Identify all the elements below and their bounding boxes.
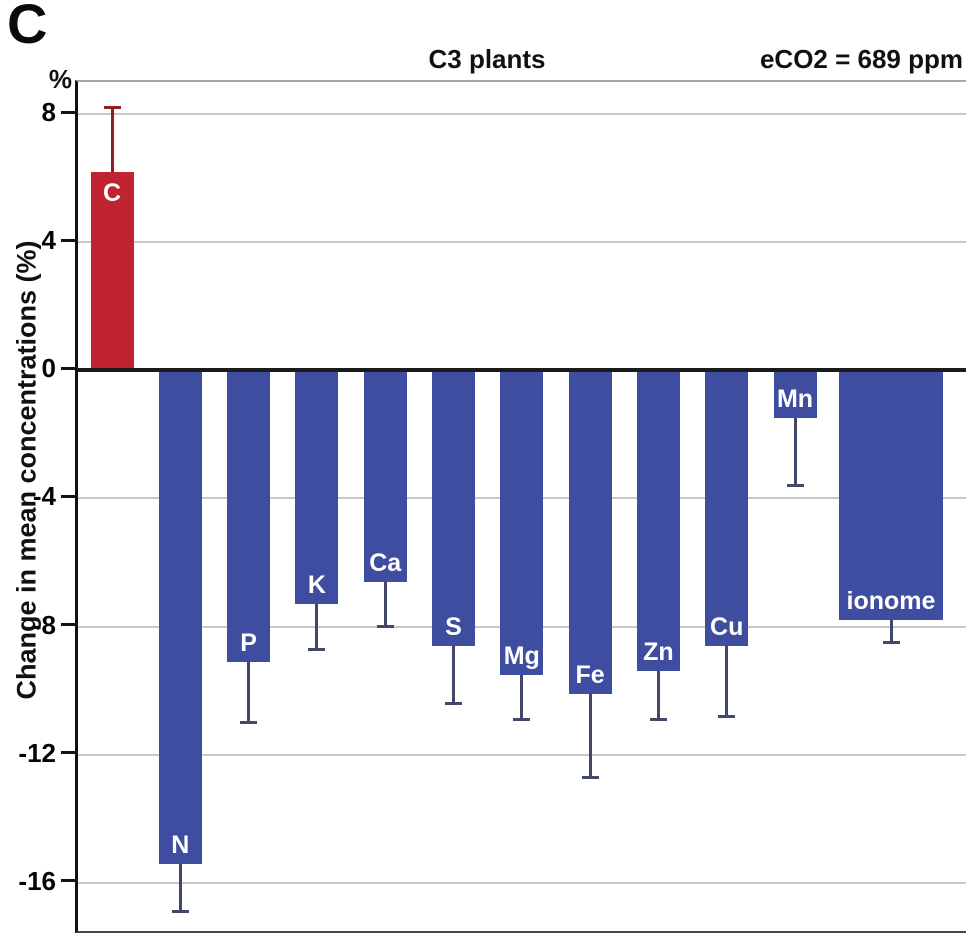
y-tick-8 [61, 110, 75, 114]
bar-Fe: Fe [568, 370, 612, 694]
error-cap-K [308, 647, 326, 651]
error-cap-ionome [882, 641, 900, 645]
bar-label-N: N [171, 830, 190, 859]
y-tick-label--4: -4 [32, 481, 56, 512]
plot-area: C N P K Ca S Mg Fe Zn Cu Mn ionome [75, 80, 966, 933]
zero-baseline [78, 368, 966, 373]
y-tick-4 [61, 238, 75, 242]
error-bar-ionome [889, 620, 893, 643]
error-bar-Mn [793, 418, 797, 486]
error-cap-S [445, 702, 462, 706]
y-tick-label--16: -16 [18, 865, 56, 896]
bar-label-P: P [240, 628, 257, 657]
bar-label-Mg: Mg [503, 641, 540, 670]
bar-Mg: Mg [500, 370, 544, 675]
gridline-8 [78, 113, 966, 116]
error-cap-Fe [581, 775, 599, 779]
error-cap-Mn [786, 484, 804, 488]
y-tick-label--8: -8 [32, 609, 56, 640]
bar-N: N [158, 370, 202, 864]
y-tick-label--12: -12 [18, 737, 56, 768]
bar-label-K: K [307, 571, 326, 600]
bar-Mn: Mn [773, 370, 817, 419]
bar-label-Mn: Mn [776, 385, 814, 414]
error-cap-Zn [649, 718, 667, 722]
error-cap-Cu [718, 714, 736, 718]
error-bar-C [110, 107, 114, 172]
y-tick--12 [61, 751, 75, 755]
bar-K: K [295, 370, 339, 605]
y-tick-label-0: 0 [41, 353, 56, 384]
error-bar-K [315, 604, 319, 650]
eco2-annotation: eCO2 = 689 ppm [759, 44, 963, 74]
error-cap-P [240, 721, 258, 725]
bar-label-C: C [102, 178, 122, 207]
error-bar-Cu [725, 645, 729, 717]
error-cap-Ca [376, 625, 394, 629]
y-tick-label-8: 8 [41, 97, 56, 128]
error-bar-N [178, 863, 182, 912]
bar-label-Ca: Ca [369, 548, 402, 577]
bar-label-Fe: Fe [575, 660, 605, 689]
panel-label: C [7, 0, 48, 55]
bar-ionome: ionome [839, 370, 943, 621]
bar-S: S [432, 370, 475, 646]
bar-Ca: Ca [363, 370, 407, 582]
bar-Cu: Cu [705, 370, 749, 646]
y-tick--16 [61, 879, 75, 883]
y-tick-0 [61, 366, 75, 370]
error-cap-Mg [513, 718, 531, 722]
error-bar-Fe [588, 693, 592, 778]
error-bar-Mg [520, 674, 524, 720]
bar-Zn: Zn [636, 370, 680, 672]
bar-P: P [227, 370, 271, 662]
gridline--16 [78, 881, 966, 884]
y-tick--4 [61, 494, 75, 498]
y-tick--8 [61, 623, 75, 627]
bar-label-Zn: Zn [643, 638, 674, 667]
error-bar-Zn [656, 671, 660, 720]
bar-label-ionome: ionome [846, 587, 936, 616]
bar-label-S: S [445, 612, 462, 641]
error-bar-Ca [383, 581, 387, 627]
bar-label-Cu: Cu [710, 612, 744, 641]
error-cap-C [103, 106, 121, 110]
chart-title: C3 plants [428, 44, 546, 74]
gridline--12 [78, 753, 966, 756]
y-tick-label-4: 4 [41, 225, 56, 256]
gridline-4 [78, 241, 966, 244]
error-bar-S [452, 645, 455, 704]
bar-C: C [90, 171, 134, 371]
error-cap-N [171, 910, 189, 914]
error-bar-P [247, 661, 251, 723]
y-axis-unit-label: % [48, 64, 72, 94]
